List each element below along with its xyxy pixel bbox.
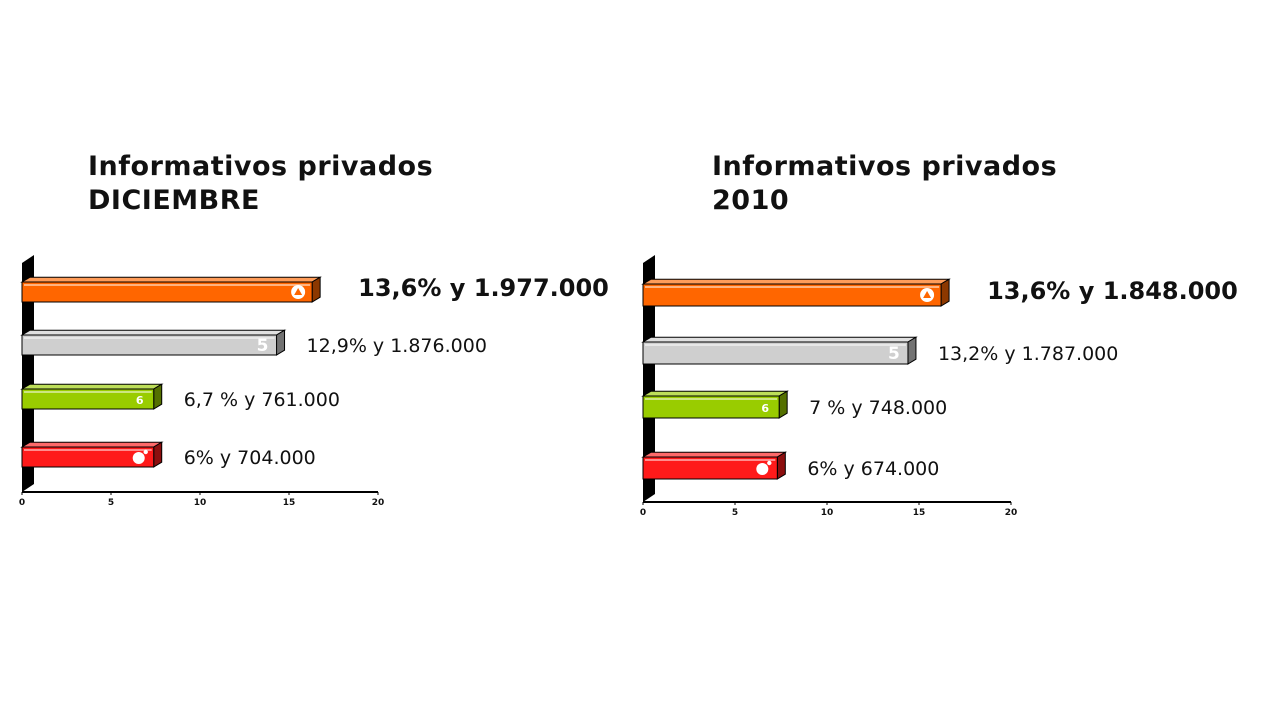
x-tick-label: 10 xyxy=(194,498,207,508)
bar: 6 xyxy=(20,383,164,410)
chart-subtitle-line: DICIEMBRE xyxy=(88,185,260,216)
bar-front-face xyxy=(21,334,278,356)
chart-title-line: Informativos privados xyxy=(712,151,1058,182)
x-tick-label: 5 xyxy=(732,508,738,518)
svg-text:6: 6 xyxy=(136,394,144,407)
chart-title-2010: Informativos privados 2010 xyxy=(712,150,1057,218)
axis-wall xyxy=(22,255,34,492)
bar-value-label: 6% y 704.000 xyxy=(184,447,316,469)
bar-front-face xyxy=(21,281,313,303)
bar-side-face xyxy=(153,441,163,468)
cuatro-logo-icon xyxy=(756,460,772,475)
chart-subtitle-line: 2010 xyxy=(712,185,790,216)
bar-top-face xyxy=(20,383,164,390)
bar xyxy=(20,441,164,468)
x-tick-label: 15 xyxy=(913,508,926,518)
bar-top-face xyxy=(20,276,322,283)
x-tick-label: 10 xyxy=(821,508,834,518)
bar-top-face xyxy=(641,390,789,397)
bar-chart-diciembre: 0 5 10 15 20 13,6% y 1.977.000 5 12,9% y 1.876.… xyxy=(19,255,609,508)
x-tick-label: 5 xyxy=(108,498,114,508)
antena3-logo-icon xyxy=(291,285,306,299)
bar-side-face xyxy=(778,390,788,419)
bar-value-label: 13,6% y 1.848.000 xyxy=(987,277,1238,305)
bar-side-face xyxy=(940,278,950,307)
chart-title-line: Informativos privados xyxy=(88,151,434,182)
bar-top-face xyxy=(20,329,287,336)
bar-side-face xyxy=(907,336,917,365)
bar: 5 xyxy=(20,329,287,356)
svg-text:5: 5 xyxy=(888,344,900,364)
x-tick-label: 0 xyxy=(640,508,646,518)
antena3-logo-icon xyxy=(920,288,935,302)
lasexta-logo-icon: 6 xyxy=(761,402,769,415)
bar-top-face xyxy=(641,336,918,343)
telecinco-logo-icon: 5 xyxy=(888,344,900,364)
bar-top-face xyxy=(20,441,164,448)
bar-value-label: 6,7 % y 761.000 xyxy=(184,389,340,411)
chart-title-diciembre: Informativos privados DICIEMBRE xyxy=(88,150,433,218)
bar-front-face xyxy=(21,446,155,468)
bar-side-face xyxy=(776,451,786,480)
bar-top-face xyxy=(641,451,788,458)
bar-side-face xyxy=(311,276,321,303)
bar-front-face xyxy=(642,456,778,480)
bar xyxy=(20,276,322,303)
bar: 6 xyxy=(641,390,789,419)
bar xyxy=(641,278,951,307)
bar-front-face xyxy=(642,341,909,365)
x-tick-label: 20 xyxy=(1005,508,1018,518)
svg-text:6: 6 xyxy=(761,402,769,415)
bar-chart-2010: 0 5 10 15 20 13,6% y 1.848.000 5 13,2% y 1.787.… xyxy=(640,255,1238,518)
bar-front-face xyxy=(21,388,155,410)
cuatro-logo-icon xyxy=(132,449,148,464)
telecinco-logo-icon: 5 xyxy=(257,336,269,356)
svg-text:5: 5 xyxy=(257,336,269,356)
lasexta-logo-icon: 6 xyxy=(136,394,144,407)
bar-side-face xyxy=(276,329,286,356)
bar-value-label: 7 % y 748.000 xyxy=(809,397,947,419)
bar-front-face xyxy=(642,395,780,419)
bar-value-label: 6% y 674.000 xyxy=(807,458,939,480)
bar: 5 xyxy=(641,336,918,365)
bar-value-label: 13,2% y 1.787.000 xyxy=(938,343,1118,365)
bar-value-label: 13,6% y 1.977.000 xyxy=(358,274,609,302)
bar xyxy=(641,451,788,480)
bar-side-face xyxy=(153,383,163,410)
x-tick-label: 0 xyxy=(19,498,25,508)
bar-value-label: 12,9% y 1.876.000 xyxy=(307,335,487,357)
axis-wall xyxy=(643,255,655,502)
x-tick-label: 15 xyxy=(283,498,296,508)
x-tick-label: 20 xyxy=(372,498,385,508)
bar-front-face xyxy=(642,283,942,307)
bar-top-face xyxy=(641,278,951,285)
